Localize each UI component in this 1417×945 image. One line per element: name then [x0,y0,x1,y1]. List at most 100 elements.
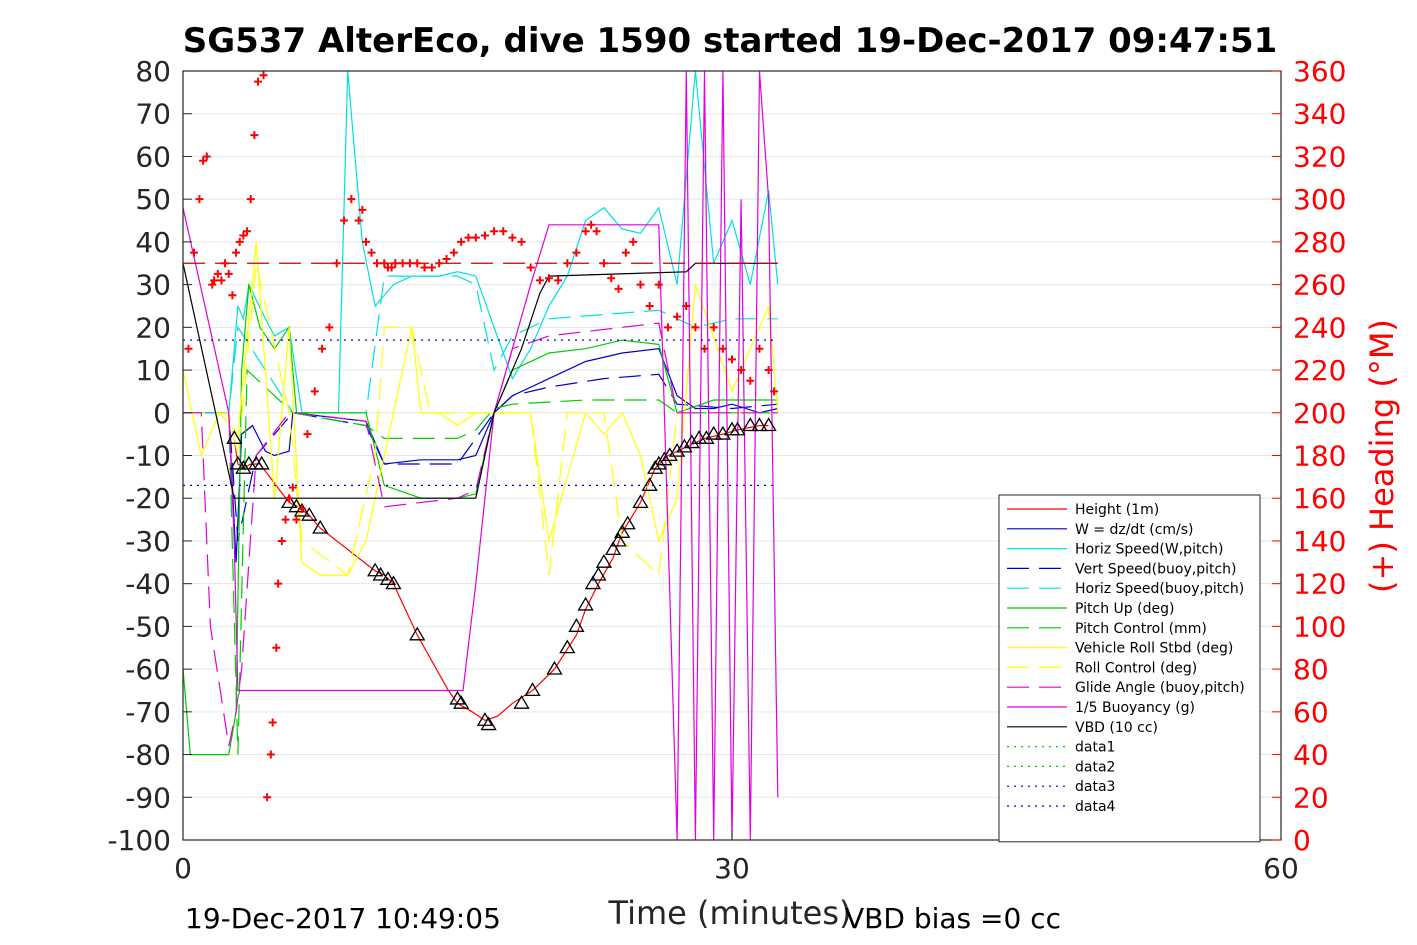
heading-point [545,274,553,283]
attitude-marker [229,455,247,470]
heading-point [645,301,654,310]
heading-point [770,387,779,396]
attitude-marker [312,519,329,534]
left-tick-label: 80 [135,55,171,88]
attitude-marker [632,494,649,509]
right-tick-label: 40 [1293,739,1329,772]
attitude-marker [604,541,622,556]
attitude-marker [614,524,631,538]
heading-point [297,504,306,513]
heading-point [728,355,736,364]
left-tick-label: 50 [135,183,171,216]
attitude-marker [647,460,664,474]
left-tick-label: -30 [125,525,171,558]
heading-point [457,237,466,246]
series-line [183,348,778,563]
left-tick-label: 30 [135,269,171,302]
left-tick-label: -10 [125,440,171,473]
heading-point [202,152,211,161]
series-line [183,71,779,414]
attitude-marker [372,566,389,581]
legend-label: Pitch Up (deg) [1075,601,1174,617]
heading-point [362,237,370,246]
legend-label: data1 [1075,740,1115,756]
left-tick-label: 20 [135,311,171,344]
left-axis: 80 70 60 50 40 30 20 10 0 -10 -20 -30 -40 -50 -60 -70 -8… [107,55,192,857]
footer-vbd-bias: VBD bias =0 cc [845,902,1061,935]
heading-point [246,195,255,204]
heading-point [272,643,281,652]
heading-point [592,227,601,236]
heading-point [709,323,718,332]
x-tick-label: 60 [1263,852,1299,885]
series-line [183,262,778,499]
heading-point [354,216,363,225]
attitude-marker [288,498,305,513]
right-tick-label: 20 [1293,781,1329,814]
attitude-marker [641,477,658,491]
attitude-marker [610,532,627,547]
heading-point [288,483,297,492]
heading-point [427,263,436,272]
legend-label: Roll Control (deg) [1075,660,1197,676]
heading-point [318,344,327,353]
attitude-marker [650,455,667,470]
attitude-marker [546,660,563,675]
legend-label: Horiz Speed(buoy,pitch) [1075,581,1244,597]
heading-point [213,269,222,278]
heading-point [268,718,277,727]
attitude-marker [705,425,722,440]
heading-point [224,269,233,278]
attitude-marker [385,575,402,590]
attitude-marker [301,507,318,521]
heading-point [554,276,563,285]
series-line [183,284,778,756]
heading-point [189,248,198,257]
heading-point [274,579,283,588]
heading-point [217,276,226,285]
attitude-marker [595,554,613,568]
left-tick-label: -50 [125,610,171,643]
legend-label: VBD (10 cc) [1075,720,1158,736]
right-tick-label: 240 [1293,311,1346,344]
attitude-marker [760,417,777,432]
attitude-marker [379,571,397,585]
plot-area [183,71,779,840]
x-tick-label: 0 [174,852,192,885]
left-tick-label: -80 [125,739,171,772]
footer-timestamp: 19-Dec-2017 10:49:05 [185,902,501,935]
right-tick-label: 260 [1293,269,1346,302]
attitude-marker [409,626,426,641]
left-tick-label: 70 [135,98,171,131]
heading-point [435,259,444,268]
legend-label: data3 [1075,779,1115,795]
heading-point [405,259,414,268]
x-tick-label: 30 [714,852,750,885]
heading-point [442,254,451,263]
attitude-marker [676,438,693,453]
heading-point [535,276,544,285]
right-tick-label: 360 [1293,55,1346,88]
attitude-marker [449,690,466,705]
heading-point [614,284,623,293]
heading-point [391,259,400,268]
x-axis: 0 30 60 [174,831,1299,885]
attitude-marker [293,502,311,517]
x-axis-label: Time (minutes) [608,894,852,932]
attitude-marker [698,430,715,444]
heading-point [221,259,230,268]
attitude-marker [590,566,607,581]
attitude-marker [751,417,768,432]
heading-point [563,259,572,268]
attitude-marker [476,712,494,726]
heading-point [746,376,755,385]
heading-point [228,291,237,300]
left-tick-label: 10 [135,354,171,387]
right-tick-label: 100 [1293,610,1346,643]
series-line [183,263,778,577]
heading-point [629,237,638,246]
left-tick-label: 60 [135,140,171,173]
attitude-marker [584,575,602,590]
heading-point [266,750,275,759]
series-line [183,373,778,542]
